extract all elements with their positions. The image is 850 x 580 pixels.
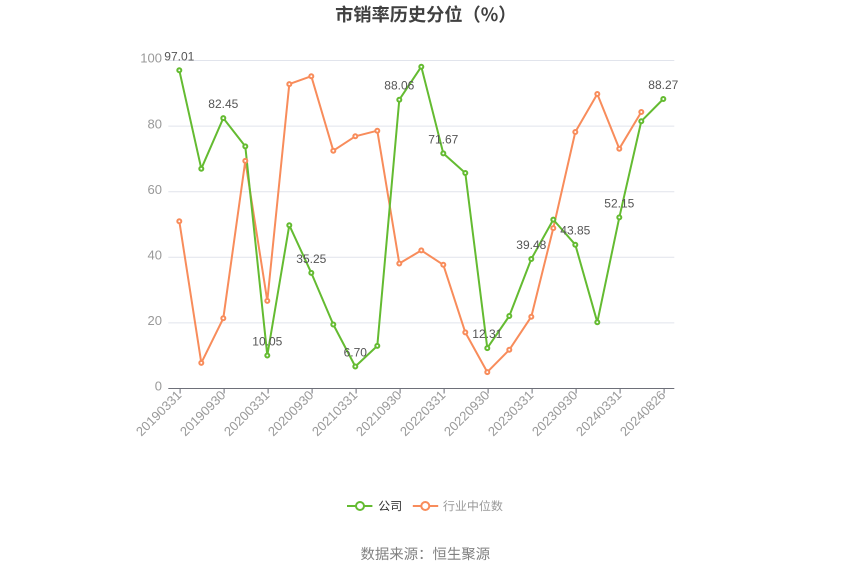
- svg-text:82.45: 82.45: [208, 97, 238, 111]
- svg-text:88.06: 88.06: [384, 79, 414, 93]
- svg-text:52.15: 52.15: [604, 196, 634, 210]
- svg-text:12.31: 12.31: [472, 327, 502, 341]
- svg-text:40: 40: [148, 248, 162, 263]
- svg-text:60: 60: [148, 182, 162, 197]
- svg-text:71.67: 71.67: [428, 132, 458, 146]
- svg-text:10.05: 10.05: [252, 335, 282, 349]
- svg-text:35.25: 35.25: [296, 252, 326, 266]
- svg-text:80: 80: [148, 116, 162, 131]
- svg-text:6.70: 6.70: [344, 346, 368, 360]
- svg-text:20: 20: [148, 313, 162, 328]
- svg-text:88.27: 88.27: [648, 78, 678, 92]
- svg-text:0: 0: [155, 379, 162, 394]
- svg-text:100: 100: [140, 51, 162, 66]
- svg-text:43.85: 43.85: [560, 224, 590, 238]
- svg-text:97.01: 97.01: [164, 49, 194, 63]
- svg-text:39.48: 39.48: [516, 238, 546, 252]
